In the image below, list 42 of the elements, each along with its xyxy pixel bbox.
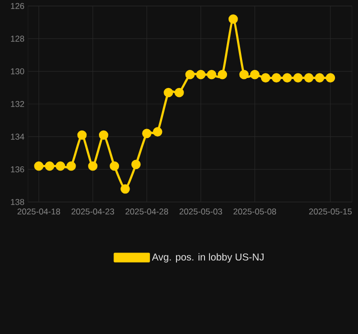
point: [164, 88, 174, 98]
point: [66, 161, 76, 171]
y-tick-label: 136: [10, 166, 24, 172]
y-tick-label: 126: [10, 3, 24, 9]
y-tick-label: 134: [10, 134, 24, 140]
point: [282, 73, 292, 83]
x-tick-label: 2025-04-23: [72, 208, 114, 214]
point: [304, 73, 314, 83]
point: [142, 128, 152, 138]
point: [120, 184, 130, 194]
point: [152, 127, 162, 136]
point: [56, 161, 66, 171]
point: [196, 70, 206, 80]
point: [131, 160, 141, 170]
point: [250, 70, 260, 80]
legend-label: Avg. pos. in lobby US-NJ: [152, 253, 264, 263]
point: [98, 130, 108, 140]
point: [260, 73, 270, 83]
y-tick-label: 128: [10, 36, 24, 42]
x-tick-label: 2025-05-03: [180, 208, 222, 214]
x-tick-label: 2025-04-28: [126, 208, 168, 214]
point: [293, 73, 303, 83]
point: [272, 73, 282, 83]
y-tick-label: 138: [10, 199, 24, 205]
x-tick-label: 2025-04-18: [18, 208, 60, 214]
point: [34, 161, 44, 171]
point: [110, 161, 120, 171]
point: [77, 130, 87, 140]
point: [206, 70, 216, 80]
point: [174, 88, 184, 98]
point: [228, 14, 238, 24]
point: [239, 70, 249, 80]
point: [326, 73, 336, 83]
point: [218, 70, 228, 80]
x-tick-label: 2025-05-15: [309, 208, 352, 214]
x-tick-label: 2025-05-08: [234, 208, 276, 214]
point: [88, 161, 98, 171]
point: [314, 73, 324, 83]
y-tick-label: 132: [10, 101, 24, 107]
point: [44, 161, 54, 171]
point: [185, 70, 195, 80]
y-tick-label: 130: [10, 68, 24, 74]
